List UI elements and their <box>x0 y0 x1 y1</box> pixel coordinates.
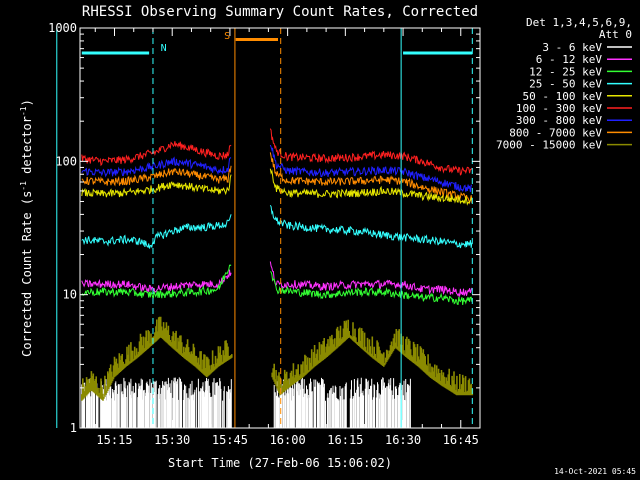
legend-label-1: 6 - 12 keV <box>536 53 603 66</box>
x-tick-label-1615: 16:15 <box>327 433 363 447</box>
series-7000-15000kev-seg-1 <box>271 319 474 396</box>
x-tick-label-1600: 16:00 <box>270 433 306 447</box>
y-tick-label-1000: 1000 <box>48 21 77 35</box>
legend-label-8: 7000 - 15000 keV <box>496 139 602 152</box>
y-tick-label-10: 10 <box>63 288 77 302</box>
y-tick-label-100: 100 <box>55 154 77 168</box>
legend-label-5: 100 - 300 keV <box>516 102 602 115</box>
x-tick-label-1630: 16:30 <box>385 433 421 447</box>
series-curve-6-seg-1 <box>270 271 473 306</box>
series-curve-1-seg-0 <box>81 156 232 178</box>
series-curve-1-seg-1 <box>269 144 473 193</box>
series-curve-3-seg-0 <box>81 174 232 198</box>
series-3-6kev-band-0 <box>81 377 232 428</box>
legend-label-7: 800 - 7000 keV <box>509 126 602 139</box>
series-7000-15000kev-seg-0 <box>81 316 233 401</box>
series-curve-5-seg-1 <box>269 261 473 298</box>
x-tick-label-1645: 16:45 <box>443 433 479 447</box>
series-curve-3-seg-1 <box>269 168 473 206</box>
series-curve-4-seg-1 <box>269 204 473 249</box>
annotation-S: S <box>224 31 230 42</box>
chart-title: RHESSI Observing Summary Count Rates, Co… <box>82 4 478 20</box>
annotation-N: N <box>161 43 167 54</box>
plot-frame <box>79 27 481 429</box>
x-tick-label-1530: 15:30 <box>154 433 190 447</box>
legend-header-detectors: Det 1,3,4,5,6,9, <box>526 16 632 29</box>
x-tick-label-1515: 15:15 <box>96 433 132 447</box>
series-curve-2-seg-0 <box>81 165 232 187</box>
legend-label-3: 25 - 50 keV <box>529 78 602 91</box>
legend-label-6: 300 - 800 keV <box>516 114 602 127</box>
series-curve-4-seg-0 <box>81 214 232 249</box>
legend-label-4: 50 - 100 keV <box>523 90 603 103</box>
y-tick-label-1: 1 <box>70 421 77 435</box>
y-axis-label: Corrected Count Rate (s-1 detector-1) <box>19 99 34 357</box>
series-curve-2-seg-1 <box>269 152 473 205</box>
legend-header-attenuator: Att 0 <box>599 28 632 41</box>
legend-label-0: 3 - 6 keV <box>542 41 602 54</box>
series-curve-6-seg-0 <box>81 264 232 299</box>
footer-timestamp: 14-Oct-2021 05:45 <box>554 467 636 476</box>
series-curve-5-seg-0 <box>81 269 232 294</box>
x-tick-label-1545: 15:45 <box>212 433 248 447</box>
x-axis-label: Start Time (27-Feb-06 15:06:02) <box>168 456 392 470</box>
series-3-6kev-band-1 <box>273 377 411 428</box>
legend-label-2: 12 - 25 keV <box>529 65 602 78</box>
series-curve-0-seg-0 <box>81 141 232 167</box>
series-curve-0-seg-1 <box>269 128 473 176</box>
